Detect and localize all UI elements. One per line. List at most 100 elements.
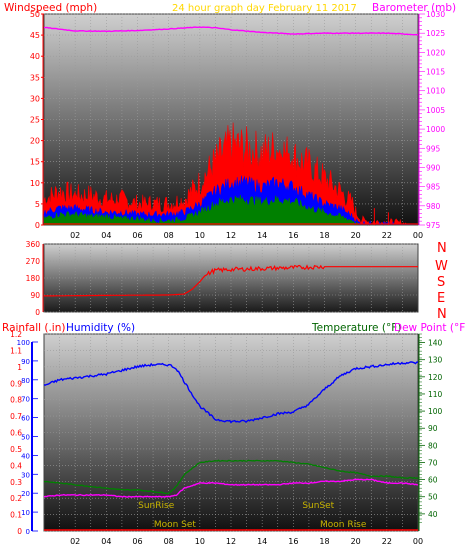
humidity-ytick-label: 60 <box>21 415 30 423</box>
humidity-ytick-label: 50 <box>21 434 30 442</box>
barometer-line <box>44 26 419 36</box>
wind-ytick-label: 0 <box>35 221 40 230</box>
temp-xtick-label: 20 <box>351 537 361 546</box>
temp-ytick-label: 130 <box>428 356 443 365</box>
humidity-ytick-label: 30 <box>21 471 30 479</box>
temp-grid <box>44 333 418 532</box>
baro-ytick-label: 1010 <box>426 87 445 96</box>
baro-ytick-label: 995 <box>426 144 441 153</box>
humidity-header: Humidity (%) <box>66 322 135 334</box>
baro-ytick-label: 990 <box>426 163 441 172</box>
rain-ytick-label: 0.1 <box>10 511 22 520</box>
windspeed-header: Windspeed (mph) <box>4 2 97 14</box>
baro-ytick-label: 1020 <box>426 48 445 57</box>
rain-ytick-label: 1 <box>17 363 22 372</box>
humidity-ytick-label: 40 <box>21 452 30 460</box>
humidity-ytick-label: 10 <box>21 509 30 517</box>
wind-series <box>43 26 419 227</box>
wind-xtick-label: 16 <box>288 231 298 240</box>
rain-ytick-label: 0.6 <box>10 429 22 438</box>
dir-label-w: W <box>435 259 448 274</box>
dir-ytick-label: 90 <box>30 291 40 300</box>
wind-ytick-label: 30 <box>30 94 40 103</box>
temp-ytick-label: 80 <box>428 441 438 450</box>
astro-annotation: SunSet <box>302 501 334 511</box>
temp-xtick-label: 14 <box>257 537 267 546</box>
wind-xtick-label: 00 <box>413 231 423 240</box>
wind-ytick-label: 15 <box>30 158 40 167</box>
wind-xtick-label: 12 <box>226 231 236 240</box>
dir-ytick-label: 360 <box>26 240 41 249</box>
dir-ytick-label: 0 <box>35 308 40 317</box>
wind-lull-area <box>43 194 418 226</box>
dir-ytick-label: 180 <box>26 274 41 283</box>
wind-ytick-label: 35 <box>30 73 40 82</box>
temp-ytick-label: 140 <box>428 339 443 348</box>
baro-ytick-label: 1025 <box>426 29 445 38</box>
rain-ytick-label: 0.7 <box>10 412 22 421</box>
baro-ytick-label: 1000 <box>426 125 445 134</box>
rainfall-header: Rainfall (.in) <box>2 322 65 334</box>
temp-ytick-label: 60 <box>428 476 438 485</box>
temp-xtick-label: 08 <box>164 537 174 546</box>
wind-direction-line <box>44 264 418 297</box>
wind-ytick-label: 5 <box>35 200 40 209</box>
astro-annotation: Moon Rise <box>320 520 367 530</box>
dewpoint-line <box>43 478 419 498</box>
barometer-header: Barometer (mb) <box>372 2 456 14</box>
dewpoint-header: Dew Point (°F) <box>394 322 466 334</box>
temp-ytick-label: 40 <box>428 510 438 519</box>
temp-xtick-label: 06 <box>132 537 142 546</box>
baro-ytick-label: 975 <box>426 221 441 230</box>
wind-ytick-label: 10 <box>30 179 40 188</box>
rain-ytick-label: 0.2 <box>10 494 22 503</box>
baro-ytick-label: 1005 <box>426 106 445 115</box>
wind-ytick-label: 40 <box>30 52 40 61</box>
temp-xtick-label: 10 <box>195 537 205 546</box>
temp-xtick-label: 02 <box>70 537 80 546</box>
wind-ytick-label: 45 <box>30 31 40 40</box>
wind-xtick-label: 10 <box>195 231 205 240</box>
dir-ytick-label: 270 <box>26 257 41 266</box>
direction-grid <box>44 243 418 313</box>
baro-ytick-label: 980 <box>426 202 441 211</box>
temperature-header: Temperature (°F) <box>311 322 401 334</box>
rain-ytick-label: 1.2 <box>10 330 22 339</box>
wind-xtick-label: 22 <box>382 231 392 240</box>
temp-series <box>43 361 419 531</box>
rain-ytick-label: 1.1 <box>10 346 22 355</box>
direction-series <box>44 264 418 297</box>
temp-ytick-label: 120 <box>428 373 443 382</box>
wind-xtick-label: 08 <box>164 231 174 240</box>
humidity-line <box>43 361 419 424</box>
wind-xtick-label: 20 <box>351 231 361 240</box>
temp-ytick-label: 50 <box>428 493 438 502</box>
rain-ytick-label: 0.3 <box>10 478 22 487</box>
temp-ytick-label: 100 <box>428 407 443 416</box>
baro-ytick-label: 1015 <box>426 68 445 77</box>
dir-label-n-bottom: N <box>437 307 447 322</box>
wind-xtick-label: 06 <box>132 231 142 240</box>
wind-ytick-label: 50 <box>30 10 40 19</box>
temp-xtick-label: 00 <box>413 537 423 546</box>
humidity-ytick-label: 70 <box>21 396 30 404</box>
baro-ytick-label: 1030 <box>426 10 445 19</box>
temp-ytick-label: 90 <box>428 424 438 433</box>
wind-xtick-label: 14 <box>257 231 267 240</box>
rain-ytick-label: 0 <box>17 527 22 536</box>
temp-xtick-label: 04 <box>101 537 111 546</box>
humidity-ytick-label: 80 <box>21 377 30 385</box>
temp-xtick-label: 18 <box>319 537 329 546</box>
wind-xtick-label: 04 <box>101 231 111 240</box>
astro-annotation: Moon Set <box>154 520 197 530</box>
temp-xtick-label: 22 <box>382 537 392 546</box>
graph-date-header: 24 hour graph day February 11 2017 <box>172 3 357 14</box>
temp-xtick-label: 16 <box>288 537 298 546</box>
wind-xtick-label: 18 <box>319 231 329 240</box>
rain-ytick-label: 0.8 <box>10 396 22 405</box>
astro-annotation: SunRise <box>138 501 175 511</box>
rain-ytick-label: 0.5 <box>10 445 22 454</box>
temp-ytick-label: 110 <box>428 390 443 399</box>
humidity-ytick-label: 0 <box>26 528 30 536</box>
